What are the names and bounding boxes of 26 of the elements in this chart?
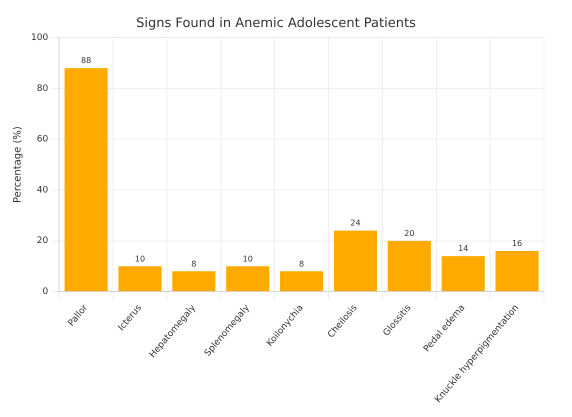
y-tick-label: 40: [36, 185, 48, 196]
y-tick-label: 0: [42, 286, 48, 297]
data-label: 8: [191, 259, 196, 268]
bar: [388, 240, 431, 292]
bar: [118, 266, 162, 292]
y-tick-label: 60: [36, 134, 48, 145]
data-label: 16: [512, 239, 522, 248]
data-label: 88: [81, 56, 92, 66]
data-label: 10: [134, 254, 146, 264]
bar: [496, 250, 539, 292]
y-tick-label: 100: [30, 32, 48, 43]
y-tick-label: 80: [36, 84, 48, 94]
bar: [334, 230, 378, 292]
bar: [64, 68, 108, 292]
data-label: 14: [458, 244, 468, 254]
bar: [280, 271, 324, 292]
data-label: 20: [404, 228, 414, 238]
bar: [442, 256, 485, 292]
data-label: 24: [350, 218, 361, 228]
bar: [172, 271, 216, 292]
data-label: 8: [299, 259, 304, 268]
chart-title: Signs Found in Anemic Adolescent Patients: [136, 16, 416, 32]
y-axis-title: Percentage (%): [12, 126, 24, 203]
data-label: 10: [242, 254, 253, 264]
bar: [226, 266, 270, 292]
y-tick-label: 20: [36, 236, 48, 246]
